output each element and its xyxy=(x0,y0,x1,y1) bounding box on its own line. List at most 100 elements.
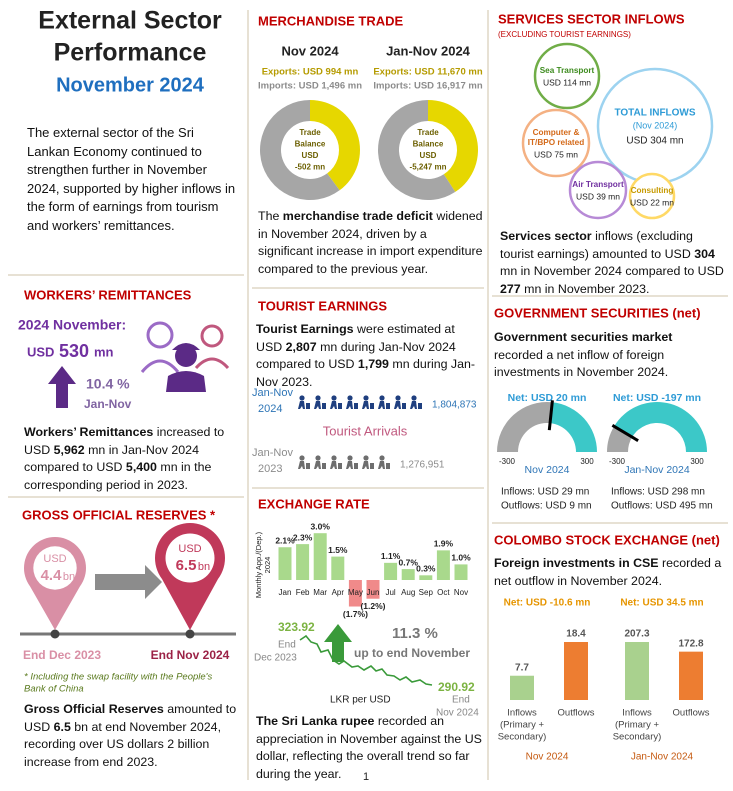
tourist-icon xyxy=(346,395,358,409)
net-label: Net: USD 34.5 mn xyxy=(620,598,703,609)
body-text: Government securities market recorded a … xyxy=(494,329,724,382)
text-run: The Sri Lanka rupee xyxy=(256,714,375,728)
pin-amount: 6.5 xyxy=(176,557,197,574)
section-heading: WORKERS’ REMITTANCES xyxy=(24,287,192,302)
gauge-period: Nov 2024 xyxy=(525,464,570,476)
tourist-icon xyxy=(394,395,406,409)
rate-caption: Nov 2024 xyxy=(436,708,479,719)
section-heading: GOVERNMENT SECURITIES (net) xyxy=(494,305,701,320)
arrivals-value: 1,276,951 xyxy=(400,460,445,471)
icon-head xyxy=(331,395,337,401)
text-run: mn in Jan-Nov 2024 compared to USD xyxy=(24,442,199,475)
amount: 530 xyxy=(59,341,89,361)
text-run: 5,962 xyxy=(53,442,85,457)
icon-bag xyxy=(306,463,310,469)
pin-unit: bn xyxy=(198,561,210,573)
gauge-needle xyxy=(547,400,554,431)
text-run: 304 xyxy=(694,246,715,261)
value-label: (1.2%) xyxy=(360,601,385,611)
gauge-min: -300 xyxy=(609,457,626,466)
category-label: Outflows xyxy=(558,708,595,719)
timeline-dot xyxy=(50,629,60,639)
text-run: widened in November 2024, driven by a si… xyxy=(258,209,483,276)
tourist-icon xyxy=(314,455,326,469)
donut-imports xyxy=(259,100,340,200)
text-run: 277 xyxy=(500,281,521,296)
gauge-rest xyxy=(614,402,707,452)
trade-balance: Balance xyxy=(295,140,326,149)
value-label: 1.9% xyxy=(434,539,454,549)
net-label: Net: USD -10.6 mn xyxy=(504,598,591,609)
bubble-name: Air Transport xyxy=(572,180,624,189)
icon-head xyxy=(347,395,353,401)
bubble-amount: USD 39 mn xyxy=(576,191,620,201)
x-tick-label: Jul xyxy=(385,588,395,597)
icon-body xyxy=(298,461,305,469)
flow-label: Inflows: USD 298 mn xyxy=(611,487,705,498)
tourist-icon xyxy=(298,455,310,469)
section-heading: COLOMBO STOCK EXCHANGE (net) xyxy=(494,532,720,547)
trade-balance: Balance xyxy=(413,140,444,149)
x-tick-label: Jan xyxy=(279,588,292,597)
exports-label: Exports: USD 11,670 mn xyxy=(373,67,482,78)
bubble-name: TOTAL INFLOWS xyxy=(614,108,695,119)
gauge-rest xyxy=(550,402,597,452)
period: Jan-Nov 2024 xyxy=(386,43,471,58)
icon-bag xyxy=(370,403,374,409)
net-label: Net: USD -197 mn xyxy=(613,392,701,404)
section-heading: SERVICES SECTOR INFLOWS xyxy=(498,11,685,26)
icon-head xyxy=(379,395,385,401)
icon-bag xyxy=(338,403,342,409)
tourist-icon xyxy=(330,395,342,409)
y-axis-label: Monthly App./(Dep.) xyxy=(254,531,263,598)
icon-body xyxy=(298,401,305,409)
value-label: 7.7 xyxy=(515,662,529,673)
text-run: recorded a net outflow in November 2024. xyxy=(494,556,722,588)
trade-balance: USD xyxy=(420,151,437,160)
icon-head xyxy=(331,455,337,461)
rate-caption: End xyxy=(452,695,470,706)
bar xyxy=(625,642,649,700)
gauge-min: -300 xyxy=(499,457,516,466)
x-tick-label: Mar xyxy=(313,588,327,597)
section-heading: GROSS OFFICIAL RESERVES * xyxy=(22,507,216,522)
pin-date: End Dec 2023 xyxy=(23,648,101,662)
icon-head xyxy=(395,395,401,401)
section-heading: MERCHANDISE TRADE xyxy=(258,13,404,28)
text-run: Tourist Earnings xyxy=(256,322,354,336)
body-text: The merchandise trade deficit widened in… xyxy=(258,208,484,278)
bubble-name: Sea Transport xyxy=(540,66,595,75)
x-tick-label: Jun xyxy=(367,588,380,597)
text-run: recorded an appreciation in November aga… xyxy=(256,714,482,781)
rate-caption: Dec 2023 xyxy=(254,653,297,664)
icon-bag xyxy=(386,403,390,409)
icon-body xyxy=(410,401,417,409)
value-label: 207.3 xyxy=(624,629,649,640)
icon-body xyxy=(394,401,401,409)
gauge-max: 300 xyxy=(580,457,594,466)
subtitle: November 2024 xyxy=(56,74,205,96)
icon-bag xyxy=(402,403,406,409)
pin-currency: USD xyxy=(178,543,201,555)
up-arrow xyxy=(324,624,352,662)
text-run: 1,799 xyxy=(357,357,389,371)
arrow xyxy=(95,565,162,599)
gauge-period: Jan-Nov 2024 xyxy=(624,464,690,476)
bubble-amount: USD 22 mn xyxy=(630,197,674,207)
pin-center xyxy=(33,546,77,590)
category-label: Outflows xyxy=(673,708,710,719)
x-tick-label: Apr xyxy=(332,588,345,597)
bar xyxy=(454,564,468,580)
body-text: Tourist Earnings were estimated at USD 2… xyxy=(256,321,482,391)
bar xyxy=(278,547,292,580)
title: Performance xyxy=(54,39,207,67)
tourist-icon xyxy=(314,395,326,409)
icon-bag xyxy=(354,463,358,469)
change: 11.3 % xyxy=(392,625,438,642)
value-label: 1.5% xyxy=(328,545,348,555)
icon-head xyxy=(347,455,353,461)
bar xyxy=(564,642,588,700)
body-text: Services sector inflows (excluding touri… xyxy=(500,228,725,298)
rate-caption: End xyxy=(278,640,296,651)
icon-head xyxy=(379,455,385,461)
